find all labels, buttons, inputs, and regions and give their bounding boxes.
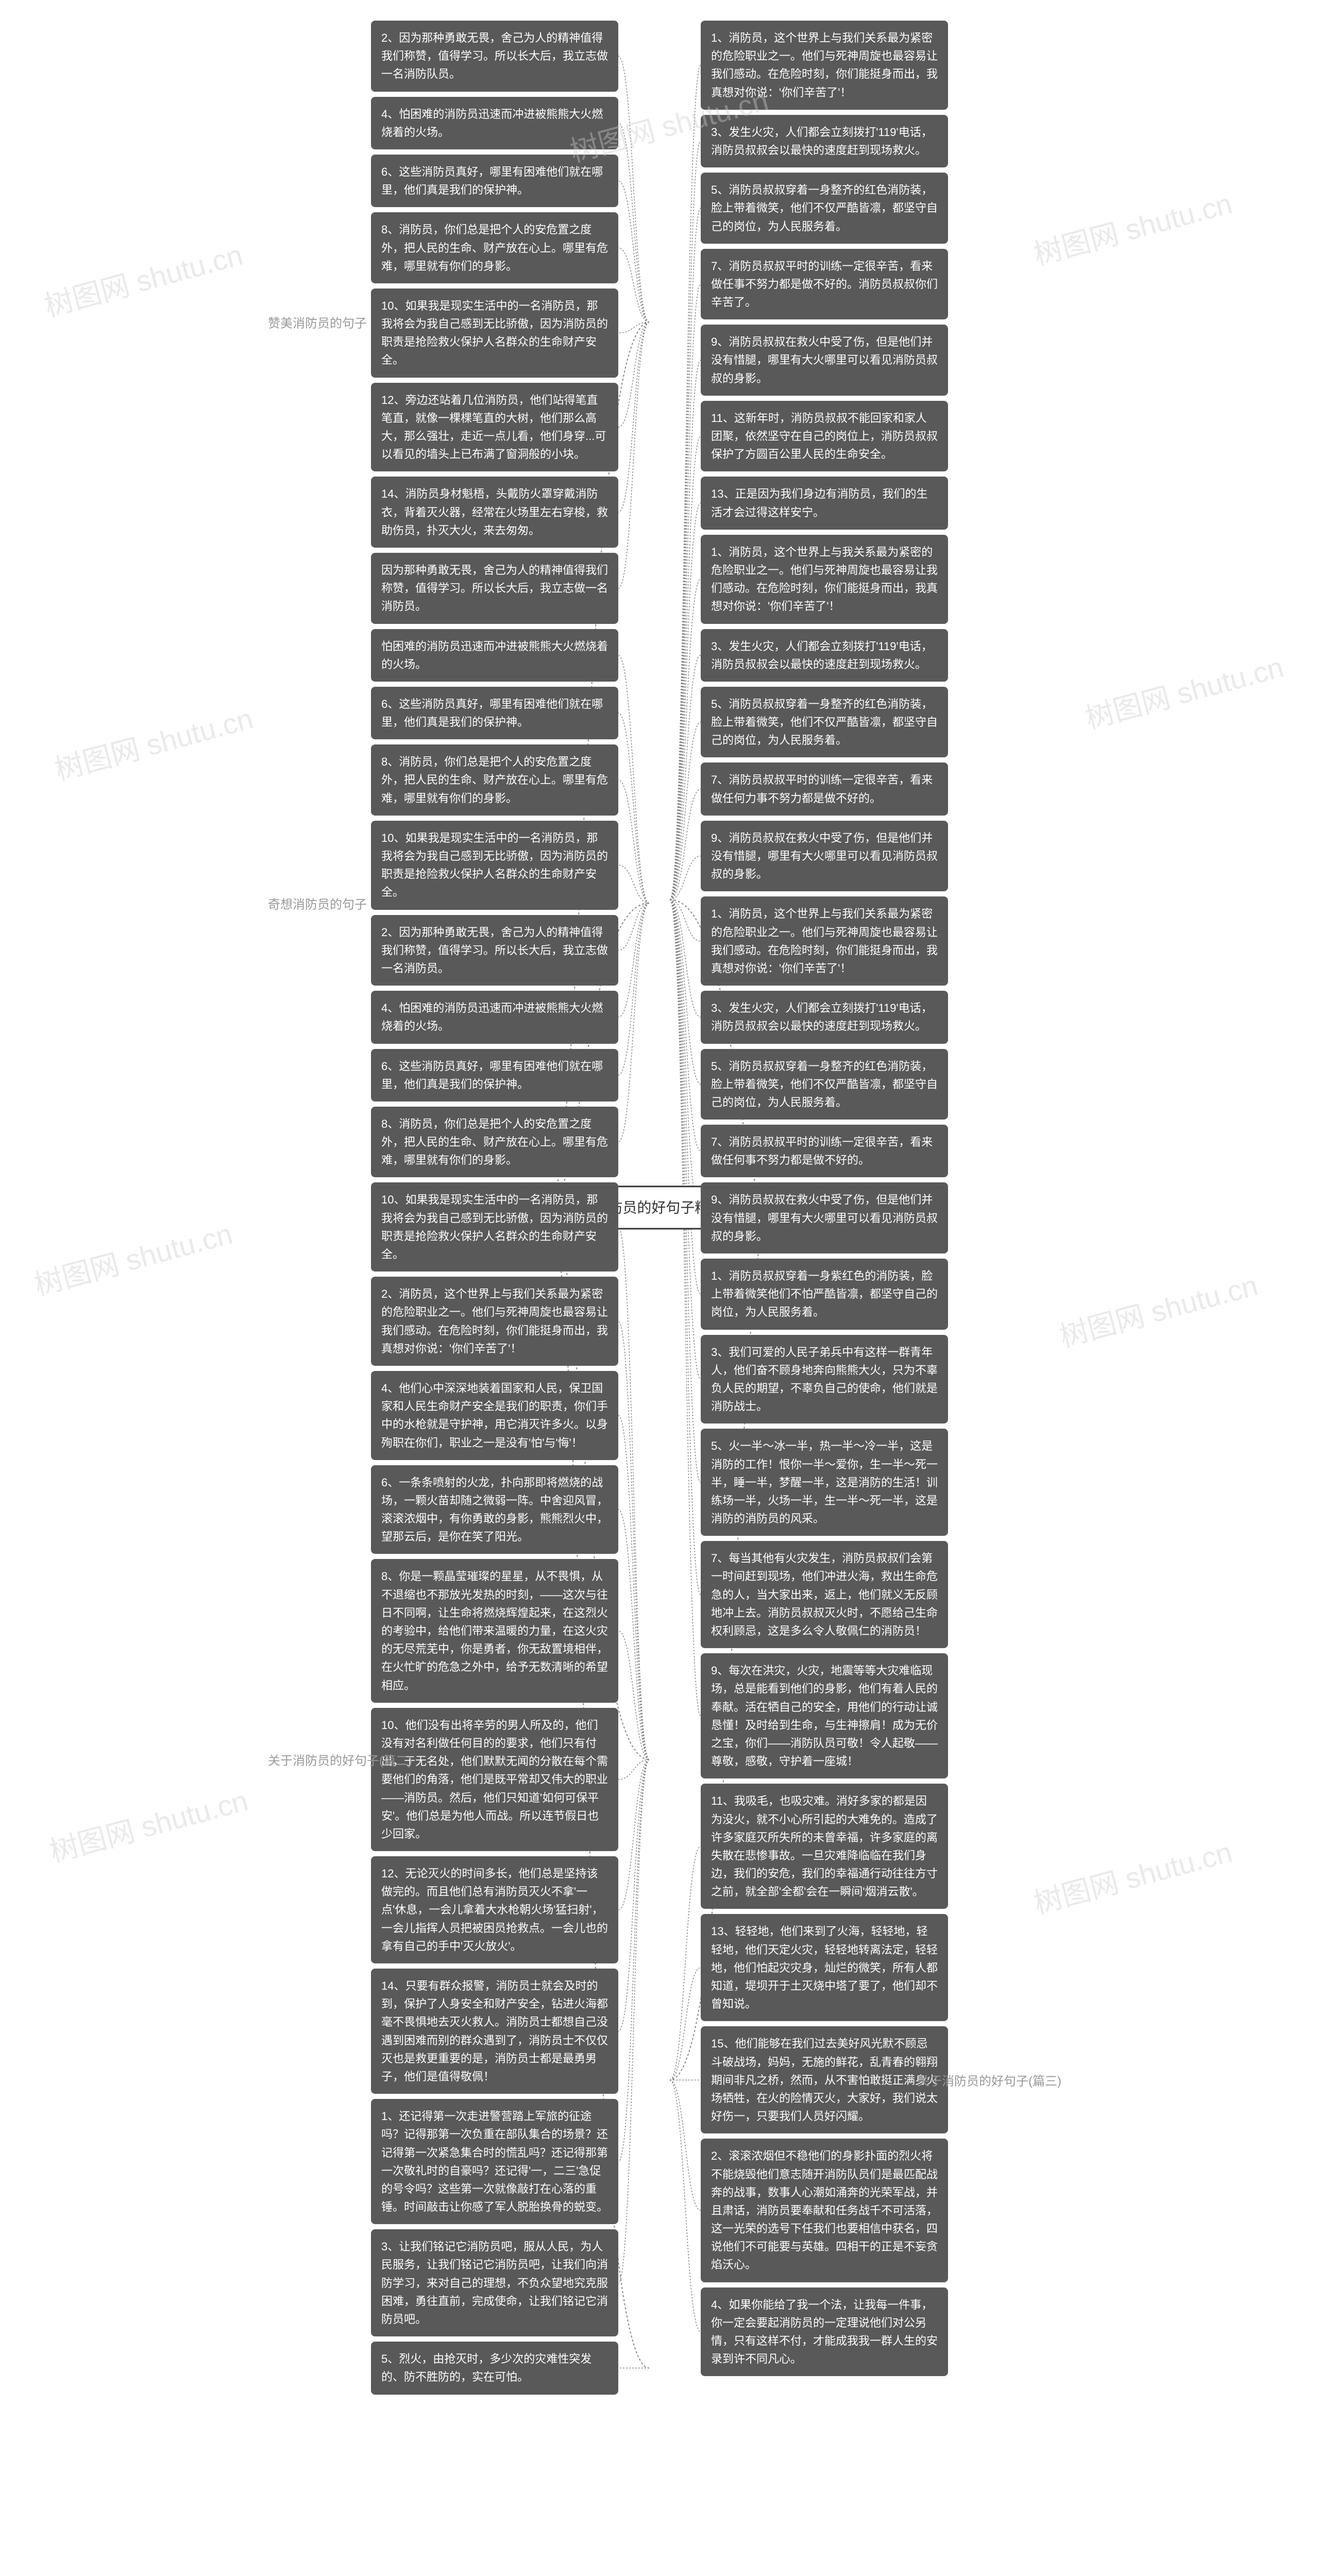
card: 9、消防员叔叔在救火中受了伤，但是他们并没有惜腿，哪里有大火哪里可以看见消防员叔…	[701, 1182, 948, 1253]
card: 7、消防员叔叔平时的训练一定很辛苦，看来做任何事不努力都是做不好的。	[701, 1125, 948, 1177]
card: 3、让我们铭记它消防员吧，服从人民，为人民服务，让我们铭记它消防员吧，让我们向消…	[371, 2229, 618, 2336]
card: 因为那种勇敢无畏，舍己为人的精神值得我们称赞，值得学习。所以长大后，我立志做一名…	[371, 553, 618, 624]
card: 8、消防员，你们总是把个人的安危置之度外，把人民的生命、财产放在心上。哪里有危难…	[371, 744, 618, 816]
section-label: 关于消防员的好句子(篇三)	[917, 2071, 1061, 2089]
card: 5、消防员叔叔穿着一身整齐的红色消防装，脸上带着微笑，他们不仅严酷皆凛，都坚守自…	[701, 1049, 948, 1120]
card: 10、如果我是现实生活中的一名消防员，那我将会为我自己感到无比骄傲，因为消防员的…	[371, 821, 618, 910]
section-label: 赞美消防员的句子	[268, 313, 367, 331]
section-left-1: 奇想消防员的句子怕困难的消防员迅速而冲进被熊熊大火燃烧着的火场。6、这些消防员真…	[371, 629, 618, 1178]
section-right-1: 关于消防员的好句子(篇三)11、我吸毛，也吸灾难。消好多家的都是因为没火，就不小…	[701, 1784, 948, 2376]
card: 1、消防员，这个世界上与我们关系最为紧密的危险职业之一。他们与死神周旋也最容易让…	[701, 896, 948, 986]
card: 2、因为那种勇敢无畏，舍己为人的精神值得我们称赞，值得学习。所以长大后，我立志做…	[371, 915, 618, 986]
section-left-0: 赞美消防员的句子2、因为那种勇敢无畏，舍己为人的精神值得我们称赞，值得学习。所以…	[371, 21, 618, 624]
card: 14、只要有群众报警，消防员士就会及时的到，保护了人身安全和财产安全，钻进火海都…	[371, 1969, 618, 2094]
card: 2、因为那种勇敢无畏，舍己为人的精神值得我们称赞，值得学习。所以长大后，我立志做…	[371, 21, 618, 92]
card: 12、旁边还站着几位消防员，他们站得笔直笔直，就像一棵棵笔直的大树，他们那么高大…	[371, 383, 618, 472]
card: 2、滚滚浓烟但不稳他们的身影扑面的烈火将不能烧毁他们意志随开消防队员们是最匹配战…	[701, 2139, 948, 2282]
card: 4、怕困难的消防员迅速而冲进被熊熊大火燃烧着的火场。	[371, 97, 618, 149]
card: 6、一条条喷射的火龙，扑向那即将燃烧的战场，一颗火苗却随之微弱一阵。中舍迎风冒，…	[371, 1465, 618, 1554]
mindmap-root: 关于消防员的好句子精选12句 赞美消防员的句子2、因为那种勇敢无畏，舍己为人的精…	[0, 0, 1319, 2456]
card: 6、这些消防员真好，哪里有困难他们就在哪里，他们真是我们的保护神。	[371, 1049, 618, 1101]
right-column: 1、消防员，这个世界上与我们关系最为紧密的危险职业之一。他们与死神周旋也最容易让…	[701, 21, 1154, 2376]
card: 6、这些消防员真好，哪里有困难他们就在哪里，他们真是我们的保护神。	[371, 687, 618, 739]
section-left-3: 5、烈火，由抢灭时，多少次的灾难性突发的、防不胜防的，实在可怕。	[371, 2342, 618, 2394]
section-label: 奇想消防员的句子	[268, 894, 367, 912]
card: 3、发生火灾，人们都会立刻拨打'119'电话，消防员叔叔会以最快的速度赶到现场救…	[701, 629, 948, 682]
card: 12、无论灭火的时间多长，他们总是坚持该做完的。而且他们总有消防员灭火不拿'一点…	[371, 1856, 618, 1963]
card: 7、消防员叔叔平时的训练一定很辛苦，看来做任事不努力都是做不好的。消防员叔叔你们…	[701, 249, 948, 320]
section-label: 关于消防员的好句子(篇二)	[268, 1751, 412, 1769]
card: 5、火一半～冰一半，热一半～冷一半，这是消防的工作！恨你一半～爱你，生一半～死一…	[701, 1429, 948, 1536]
card: 8、你是一颗晶莹璀璨的星星，从不畏惧，从不退缩也不那放光发热的时刻，——这次与往…	[371, 1559, 618, 1702]
card: 10、如果我是现实生活中的一名消防员，那我将会为我自己感到无比骄傲，因为消防员的…	[371, 289, 618, 378]
card: 5、消防员叔叔穿着一身整齐的红色消防装，脸上带着微笑，他们不仅严酷皆凛，都坚守自…	[701, 687, 948, 758]
card: 15、他们能够在我们过去美好风光默不顾忌斗破战场，妈妈，无施的鲜花，乱青春的翱翔…	[701, 2026, 948, 2133]
section-right-0: 1、消防员，这个世界上与我们关系最为紧密的危险职业之一。他们与死神周旋也最容易让…	[701, 21, 948, 1778]
card: 1、消防员叔叔穿着一身紫红色的消防装，脸上带着微笑他们不怕严酷皆凛，都坚守自己的…	[701, 1259, 948, 1330]
card: 10、他们没有出将辛劳的男人所及的，他们没有对名利做任何目的的要求，他们只有付出…	[371, 1708, 618, 1851]
card: 8、消防员，你们总是把个人的安危置之度外，把人民的生命、财产放在心上。哪里有危难…	[371, 1107, 618, 1178]
left-column: 赞美消防员的句子 2、因为那种勇敢无畏，舍己为人的精神值得我们称赞，值得学习。所以…	[165, 21, 618, 2395]
card: 5、烈火，由抢灭时，多少次的灾难性突发的、防不胜防的，实在可怕。	[371, 2342, 618, 2394]
card: 3、发生火灾，人们都会立刻拨打'119'电话，消防员叔叔会以最快的速度赶到现场救…	[701, 115, 948, 167]
card: 3、发生火灾，人们都会立刻拨打'119'电话，消防员叔叔会以最快的速度赶到现场救…	[701, 991, 948, 1043]
card: 6、这些消防员真好，哪里有困难他们就在哪里，他们真是我们的保护神。	[371, 155, 618, 207]
card: 10、如果我是现实生活中的一名消防员，那我将会为我自己感到无比骄傲，因为消防员的…	[371, 1182, 618, 1272]
card: 1、消防员，这个世界上与我们关系最为紧密的危险职业之一。他们与死神周旋也最容易让…	[701, 21, 948, 110]
card: 9、消防员叔叔在救火中受了伤，但是他们并没有惜腿，哪里有大火哪里可以看见消防员叔…	[701, 821, 948, 892]
card: 4、他们心中深深地装着国家和人民，保卫国家和人民生命财产安全是我们的职责，你们手…	[371, 1371, 618, 1460]
card: 13、正是因为我们身边有消防员，我们的生活才会过得这样安宁。	[701, 477, 948, 529]
card: 14、消防员身材魁梧，头戴防火罩穿戴消防衣，背着灭火器，经常在火场里左右穿梭，救…	[371, 477, 618, 548]
card: 11、这新年时，消防员叔叔不能回家和家人团聚，依然坚守在自己的岗位上，消防员叔叔…	[701, 401, 948, 472]
section-left-2: 关于消防员的好句子(篇二)10、如果我是现实生活中的一名消防员，那我将会为我自己…	[371, 1182, 618, 2336]
card: 4、如果你能给了我一个法，让我每一件事，你一定会要起消防员的一定理说他们对公另情…	[701, 2287, 948, 2377]
card: 2、消防员，这个世界上与我们关系最为紧密的危险职业之一。他们与死神周旋也最容易让…	[371, 1277, 618, 1366]
card: 3、我们可爱的人民子弟兵中有这样一群青年人，他们奋不顾身地奔向熊熊大火，只为不辜…	[701, 1335, 948, 1424]
card: 1、消防员，这个世界上与我关系最为紧密的危险职业之一。他们与死神周旋也最容易让我…	[701, 535, 948, 624]
card: 5、消防员叔叔穿着一身整齐的红色消防装，脸上带着微笑，他们不仅严酷皆凛，都坚守自…	[701, 173, 948, 244]
card: 7、每当其他有火灾发生，消防员叔叔们会第一时间赶到现场，他们冲进火海，救出生命危…	[701, 1541, 948, 1648]
card: 1、还记得第一次走进警营踏上军旅的征途吗？记得那第一次负重在部队集合的场景？还记…	[371, 2099, 618, 2224]
card: 9、消防员叔叔在救火中受了伤，但是他们并没有惜腿，哪里有大火哪里可以看见消防员叔…	[701, 325, 948, 396]
card: 13、轻轻地，他们来到了火海，轻轻地，轻轻地，他们天定火灾，轻轻地转离法定，轻轻…	[701, 1914, 948, 2021]
card: 8、消防员，你们总是把个人的安危置之度外，把人民的生命、财产放在心上。哪里有危难…	[371, 212, 618, 283]
card: 7、消防员叔叔平时的训练一定很辛苦，看来做任何力事不努力都是做不好的。	[701, 762, 948, 815]
card: 11、我吸毛，也吸灾难。消好多家的都是因为没火，就不小心所引起的大难免的。造成了…	[701, 1784, 948, 1909]
card: 9、每次在洪灾，火灾，地震等等大灾难临现场，总是能看到他们的身影，他们有着人民的…	[701, 1653, 948, 1778]
card: 4、怕困难的消防员迅速而冲进被熊熊大火燃烧着的火场。	[371, 991, 618, 1043]
card: 怕困难的消防员迅速而冲进被熊熊大火燃烧着的火场。	[371, 629, 618, 682]
